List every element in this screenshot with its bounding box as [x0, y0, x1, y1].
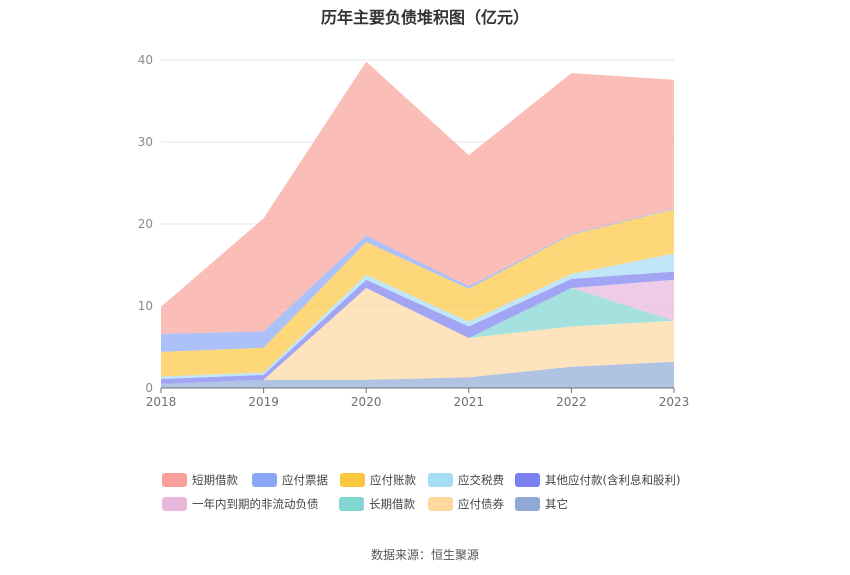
- area-series: [161, 61, 674, 388]
- area-其他应付款(含利息和股利): [161, 271, 674, 384]
- legend-swatch: [162, 473, 187, 487]
- legend-swatch: [515, 497, 540, 511]
- legend-label: 应交税费: [458, 473, 504, 487]
- legend-item[interactable]: 应交税费: [428, 472, 504, 488]
- legend-item[interactable]: 长期借款: [339, 496, 415, 512]
- legend-label: 短期借款: [192, 473, 238, 487]
- legend-swatch: [252, 473, 277, 487]
- x-tick-label: 2020: [351, 395, 382, 409]
- y-tick-label: 30: [138, 135, 153, 149]
- legend-swatch: [339, 497, 364, 511]
- area-应付债券: [161, 288, 674, 384]
- y-tick-label: 40: [138, 53, 153, 67]
- x-tick-label: 2023: [659, 395, 690, 409]
- legend-item[interactable]: 应付票据: [252, 472, 328, 488]
- legend-label: 应付债券: [458, 497, 504, 511]
- legend-swatch: [162, 497, 187, 511]
- y-tick-label: 0: [145, 381, 153, 395]
- area-一年内到期的非流动负债: [161, 279, 674, 384]
- legend-swatch: [428, 497, 453, 511]
- y-tick-label: 20: [138, 217, 153, 231]
- area-短期借款: [161, 61, 674, 334]
- legend-item[interactable]: 其他应付款(含利息和股利): [515, 472, 680, 488]
- legend-swatch: [340, 473, 365, 487]
- legend-label: 应付票据: [282, 473, 328, 487]
- legend-label: 其它: [545, 497, 568, 511]
- y-tick-label: 10: [138, 299, 153, 313]
- area-应付账款: [161, 209, 674, 377]
- area-应交税费: [161, 253, 674, 379]
- legend-label: 其他应付款(含利息和股利): [545, 473, 681, 487]
- x-tick-label: 2018: [146, 395, 177, 409]
- chart-title: 历年主要负债堆积图（亿元）: [320, 8, 529, 27]
- legend-swatch: [515, 473, 540, 487]
- legend-label: 应付账款: [370, 473, 416, 487]
- legend-item[interactable]: 其它: [515, 496, 568, 512]
- legend-swatch: [428, 473, 453, 487]
- legend-item[interactable]: 一年内到期的非流动负债: [162, 496, 319, 512]
- legend-item[interactable]: 应付债券: [428, 496, 504, 512]
- area-应付票据: [161, 208, 674, 352]
- axes: 0 10 20 30 40 2018 2019 2020 2021 2022 2023: [138, 53, 690, 409]
- legend-item[interactable]: 短期借款: [162, 472, 238, 488]
- area-其它: [161, 361, 674, 388]
- x-tick-label: 2022: [556, 395, 587, 409]
- area-长期借款: [161, 288, 674, 384]
- data-source: 数据来源：恒生聚源: [370, 548, 479, 562]
- x-tick-label: 2021: [454, 395, 485, 409]
- legend-label: 一年内到期的非流动负债: [192, 497, 319, 511]
- legend-label: 长期借款: [369, 497, 415, 511]
- x-tick-label: 2019: [248, 395, 279, 409]
- legend-item[interactable]: 应付账款: [340, 472, 416, 488]
